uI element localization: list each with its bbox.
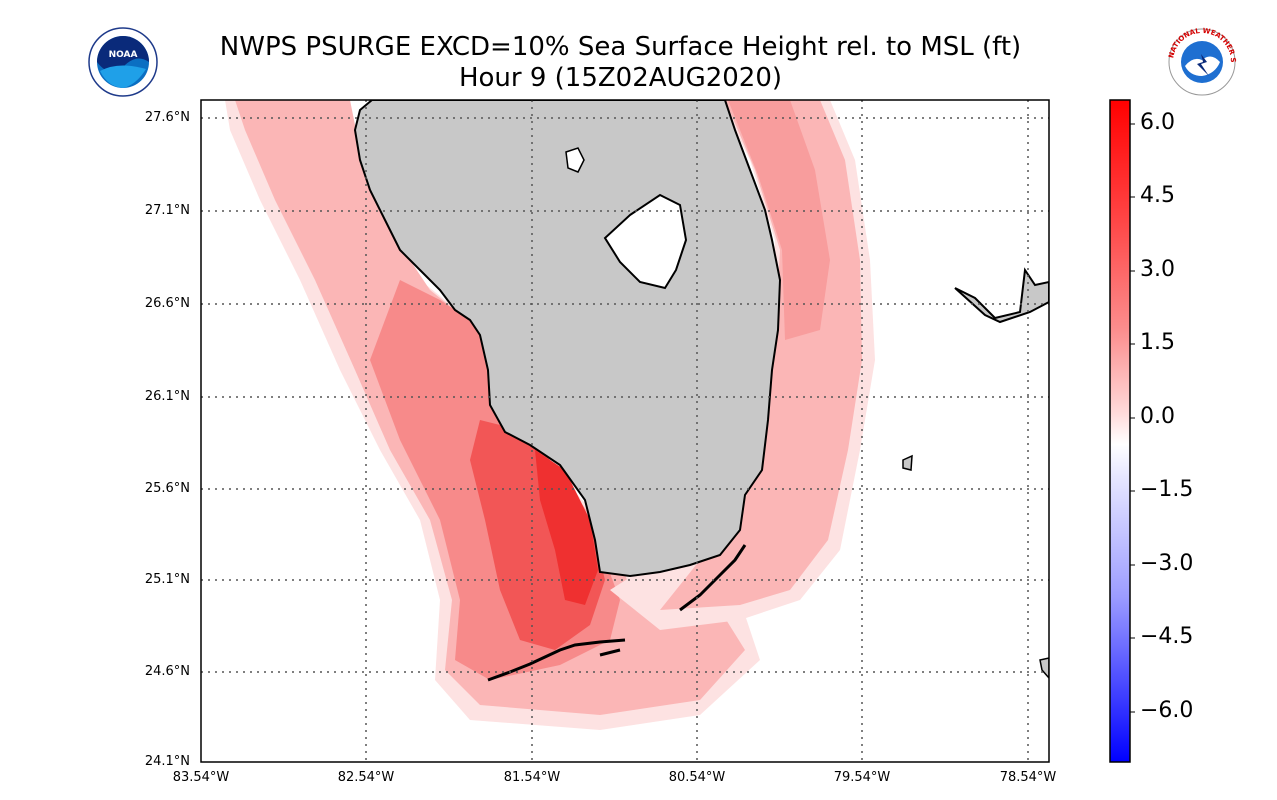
small-lake [565, 147, 585, 173]
map-area [201, 100, 1049, 762]
lat-label: 24.1°N [144, 754, 190, 769]
map-frame [200, 99, 1050, 763]
lon-label: 78.54°W [999, 770, 1057, 785]
lake-okeechobee [603, 193, 688, 290]
noaa-logo: NOAA [88, 27, 158, 97]
colorbar-label: −3.0 [1140, 551, 1194, 576]
colorbar [1109, 99, 1131, 763]
colorbar-label: −4.5 [1140, 624, 1194, 649]
lon-label: 80.54°W [668, 770, 726, 785]
nws-logo: NATIONAL WEATHER SERVICE [1163, 26, 1237, 96]
lat-label: 27.1°N [144, 203, 190, 218]
lon-label: 83.54°W [172, 770, 230, 785]
lat-label: 24.6°N [144, 664, 190, 679]
colorbar-label: 4.5 [1140, 183, 1175, 208]
map-title: NWPS PSURGE EXCD=10% Sea Surface Height … [219, 32, 1022, 62]
colorbar-label: −6.0 [1140, 698, 1194, 723]
colorbar-label: 3.0 [1140, 257, 1175, 282]
lat-label: 26.1°N [144, 389, 190, 404]
map-subtitle: Hour 9 (15Z02AUG2020) [458, 63, 783, 93]
noaa-logo-text: NOAA [109, 50, 138, 60]
lon-label: 79.54°W [833, 770, 891, 785]
surge-area-gulf-peak [535, 450, 598, 605]
florida-keys [487, 544, 747, 682]
lat-label: 25.1°N [144, 572, 190, 587]
colorbar-label: 1.5 [1140, 330, 1175, 355]
colorbar-label: 6.0 [1140, 110, 1175, 135]
bahamas-islet [902, 454, 913, 471]
lat-label: 25.6°N [144, 481, 190, 496]
bahamas-islet-east [1039, 657, 1049, 680]
bahamas-land [954, 267, 1049, 324]
lon-label: 81.54°W [503, 770, 561, 785]
colorbar-label: 0.0 [1140, 404, 1175, 429]
graticule [201, 100, 1049, 762]
lon-label: 82.54°W [337, 770, 395, 785]
colorbar-ticks [1130, 123, 1135, 713]
colorbar-label: −1.5 [1140, 477, 1194, 502]
lat-label: 26.6°N [144, 296, 190, 311]
lat-label: 27.6°N [144, 110, 190, 125]
surge-area-atlantic-mid [728, 100, 830, 340]
